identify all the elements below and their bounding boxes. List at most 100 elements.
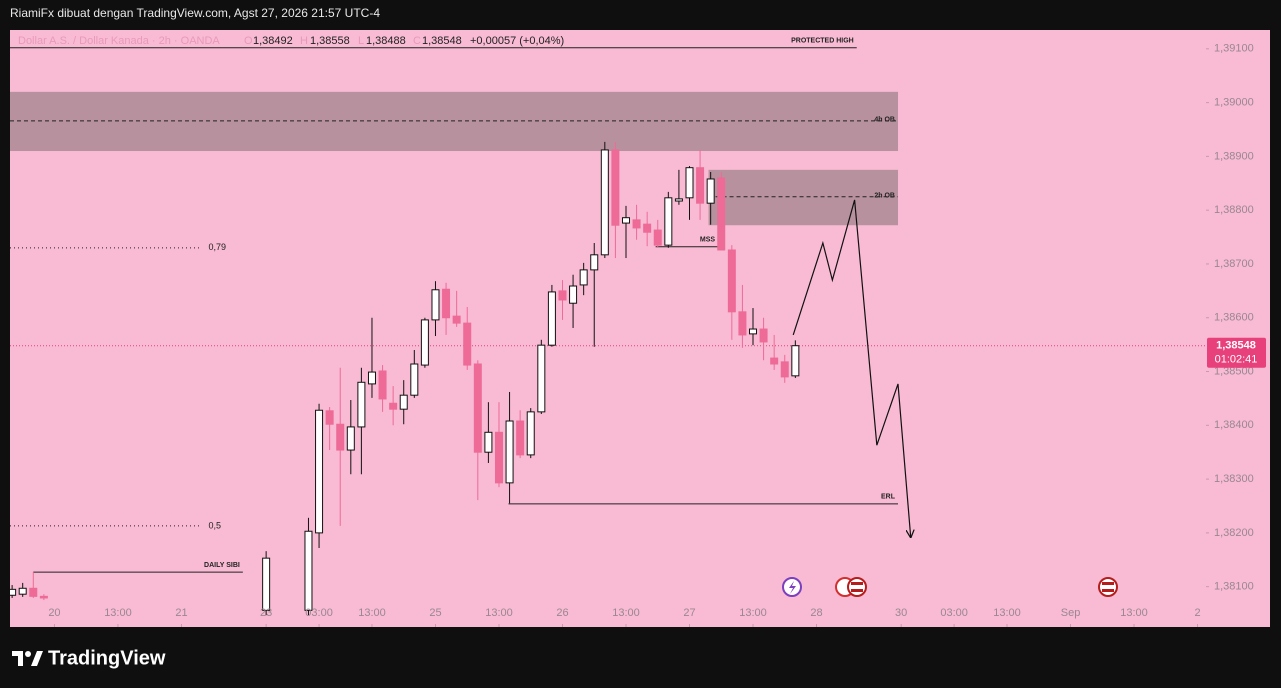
candle-body — [516, 420, 525, 456]
candle-body — [558, 290, 567, 301]
x-tick-label: 28 — [810, 607, 822, 619]
flag-stripe — [1102, 589, 1114, 592]
candle-body — [770, 357, 779, 365]
candle-body — [304, 530, 313, 611]
candle-body — [463, 322, 472, 366]
level-label: ERL — [881, 494, 896, 501]
x-tick-label: 03:00 — [940, 607, 968, 619]
level-label: MSS — [700, 237, 716, 244]
plot: 4h OB 2h OB PROTECTED HIGH 0,79 0,5 MSS ERL DAI… — [10, 38, 1206, 616]
x-tick-label: 27 — [683, 607, 695, 619]
zone-label: 2h OB — [874, 193, 895, 200]
candle-body — [791, 345, 800, 377]
y-tick-label: 1,38600 — [1214, 312, 1254, 324]
candle-body — [569, 285, 578, 304]
x-tick-label: 13:00 — [612, 607, 640, 619]
candle-body — [39, 595, 48, 599]
event-icon[interactable] — [1098, 577, 1118, 597]
candle-body — [526, 411, 535, 456]
candle-body — [473, 363, 482, 453]
axes: 1,39100 1,39000 1,38900 1,38800 1,38700 1,386… — [48, 43, 1266, 627]
countdown-label: 01:02:41 — [1215, 354, 1258, 366]
candle-body — [399, 394, 408, 410]
change: +0,00057 (+0,04%) — [470, 35, 564, 47]
event-glyph — [789, 581, 796, 594]
level-label: 0,79 — [209, 242, 227, 252]
candle-body — [643, 223, 652, 233]
brand-logo — [12, 651, 43, 666]
candle-body — [378, 370, 387, 400]
candle-body — [452, 315, 461, 324]
candle-body — [717, 177, 726, 251]
candle-body — [389, 402, 398, 410]
candle-body — [537, 344, 546, 413]
ohlc-legend: O 1,38492 H 1,38558 L 1,38488 C 1,38548 … — [244, 35, 564, 47]
ohlc-value: 1,38488 — [366, 35, 406, 47]
last-price-box — [1207, 337, 1266, 368]
candle-body — [696, 167, 705, 204]
logo-shape — [12, 651, 23, 666]
candle-body — [494, 431, 503, 484]
x-tick-label: 13:00 — [993, 607, 1021, 619]
ohlc-value: 1,38558 — [310, 35, 350, 47]
ohlc-label: O — [244, 35, 253, 47]
candle-body — [505, 420, 514, 484]
candle-body — [611, 149, 620, 226]
candle-body — [442, 288, 451, 319]
x-tick-label: 25 — [429, 607, 441, 619]
ohlc-value: 1,38492 — [253, 35, 293, 47]
x-tick-label: 13:00 — [104, 607, 132, 619]
x-tick-label: 2 — [1194, 607, 1200, 619]
candle-body — [18, 587, 27, 595]
order-block-zone — [10, 91, 899, 152]
event-icons — [782, 577, 1118, 597]
symbol: Dollar A.S. / Dollar Kanada · 2h · OANDA — [18, 35, 220, 47]
candle-body — [29, 587, 38, 597]
candle-body — [431, 289, 440, 321]
header: RiamiFx dibuat dengan TradingView.com, A… — [10, 6, 380, 20]
brand: TradingView — [48, 647, 166, 669]
projection-path — [792, 199, 910, 537]
candle-body — [706, 178, 715, 204]
level-label: DAILY SIBI — [204, 562, 240, 569]
candle-body — [336, 423, 345, 451]
candle-body — [484, 431, 493, 453]
level-label: PROTECTED HIGH — [791, 38, 854, 45]
y-tick-label: 1,39100 — [1214, 43, 1254, 55]
y-tick-label: 1,39000 — [1214, 97, 1254, 109]
y-tick-label: 1,38300 — [1214, 473, 1254, 485]
x-tick-label: 03:00 — [305, 607, 333, 619]
x-tick-label: 13:00 — [485, 607, 513, 619]
candle-body — [10, 588, 17, 596]
ohlc-label: L — [358, 35, 364, 47]
x-tick-label: 13:00 — [739, 607, 767, 619]
y-tick-label: 1,38100 — [1214, 581, 1254, 593]
candle-body — [749, 328, 758, 335]
flag-stripe — [851, 589, 863, 592]
candle-body — [325, 410, 334, 425]
x-tick-label: 13:00 — [358, 607, 386, 619]
x-tick-label: Sep — [1061, 607, 1081, 619]
y-tick-label: 1,38800 — [1214, 204, 1254, 216]
y-tick-label: 1,38900 — [1214, 150, 1254, 162]
candle-body — [420, 319, 429, 366]
candle-body — [346, 426, 355, 451]
ohlc-label: C — [413, 35, 421, 47]
event-icon[interactable] — [847, 577, 867, 597]
x-tick-label: 26 — [556, 607, 568, 619]
ohlc-value: 1,38548 — [422, 35, 462, 47]
candle-body — [315, 409, 324, 534]
candle-body — [780, 361, 789, 378]
x-tick-label: 23 — [260, 607, 272, 619]
candle-body — [547, 291, 556, 346]
candle-body — [674, 198, 683, 202]
x-tick-label: 20 — [48, 607, 60, 619]
y-tick-label: 1,38500 — [1214, 365, 1254, 377]
level-label: 0,5 — [209, 520, 222, 530]
candle-body — [685, 167, 694, 199]
last-price-label: 1,38548 — [1216, 340, 1256, 352]
logo-shape — [31, 651, 43, 666]
candle-body — [590, 254, 599, 271]
